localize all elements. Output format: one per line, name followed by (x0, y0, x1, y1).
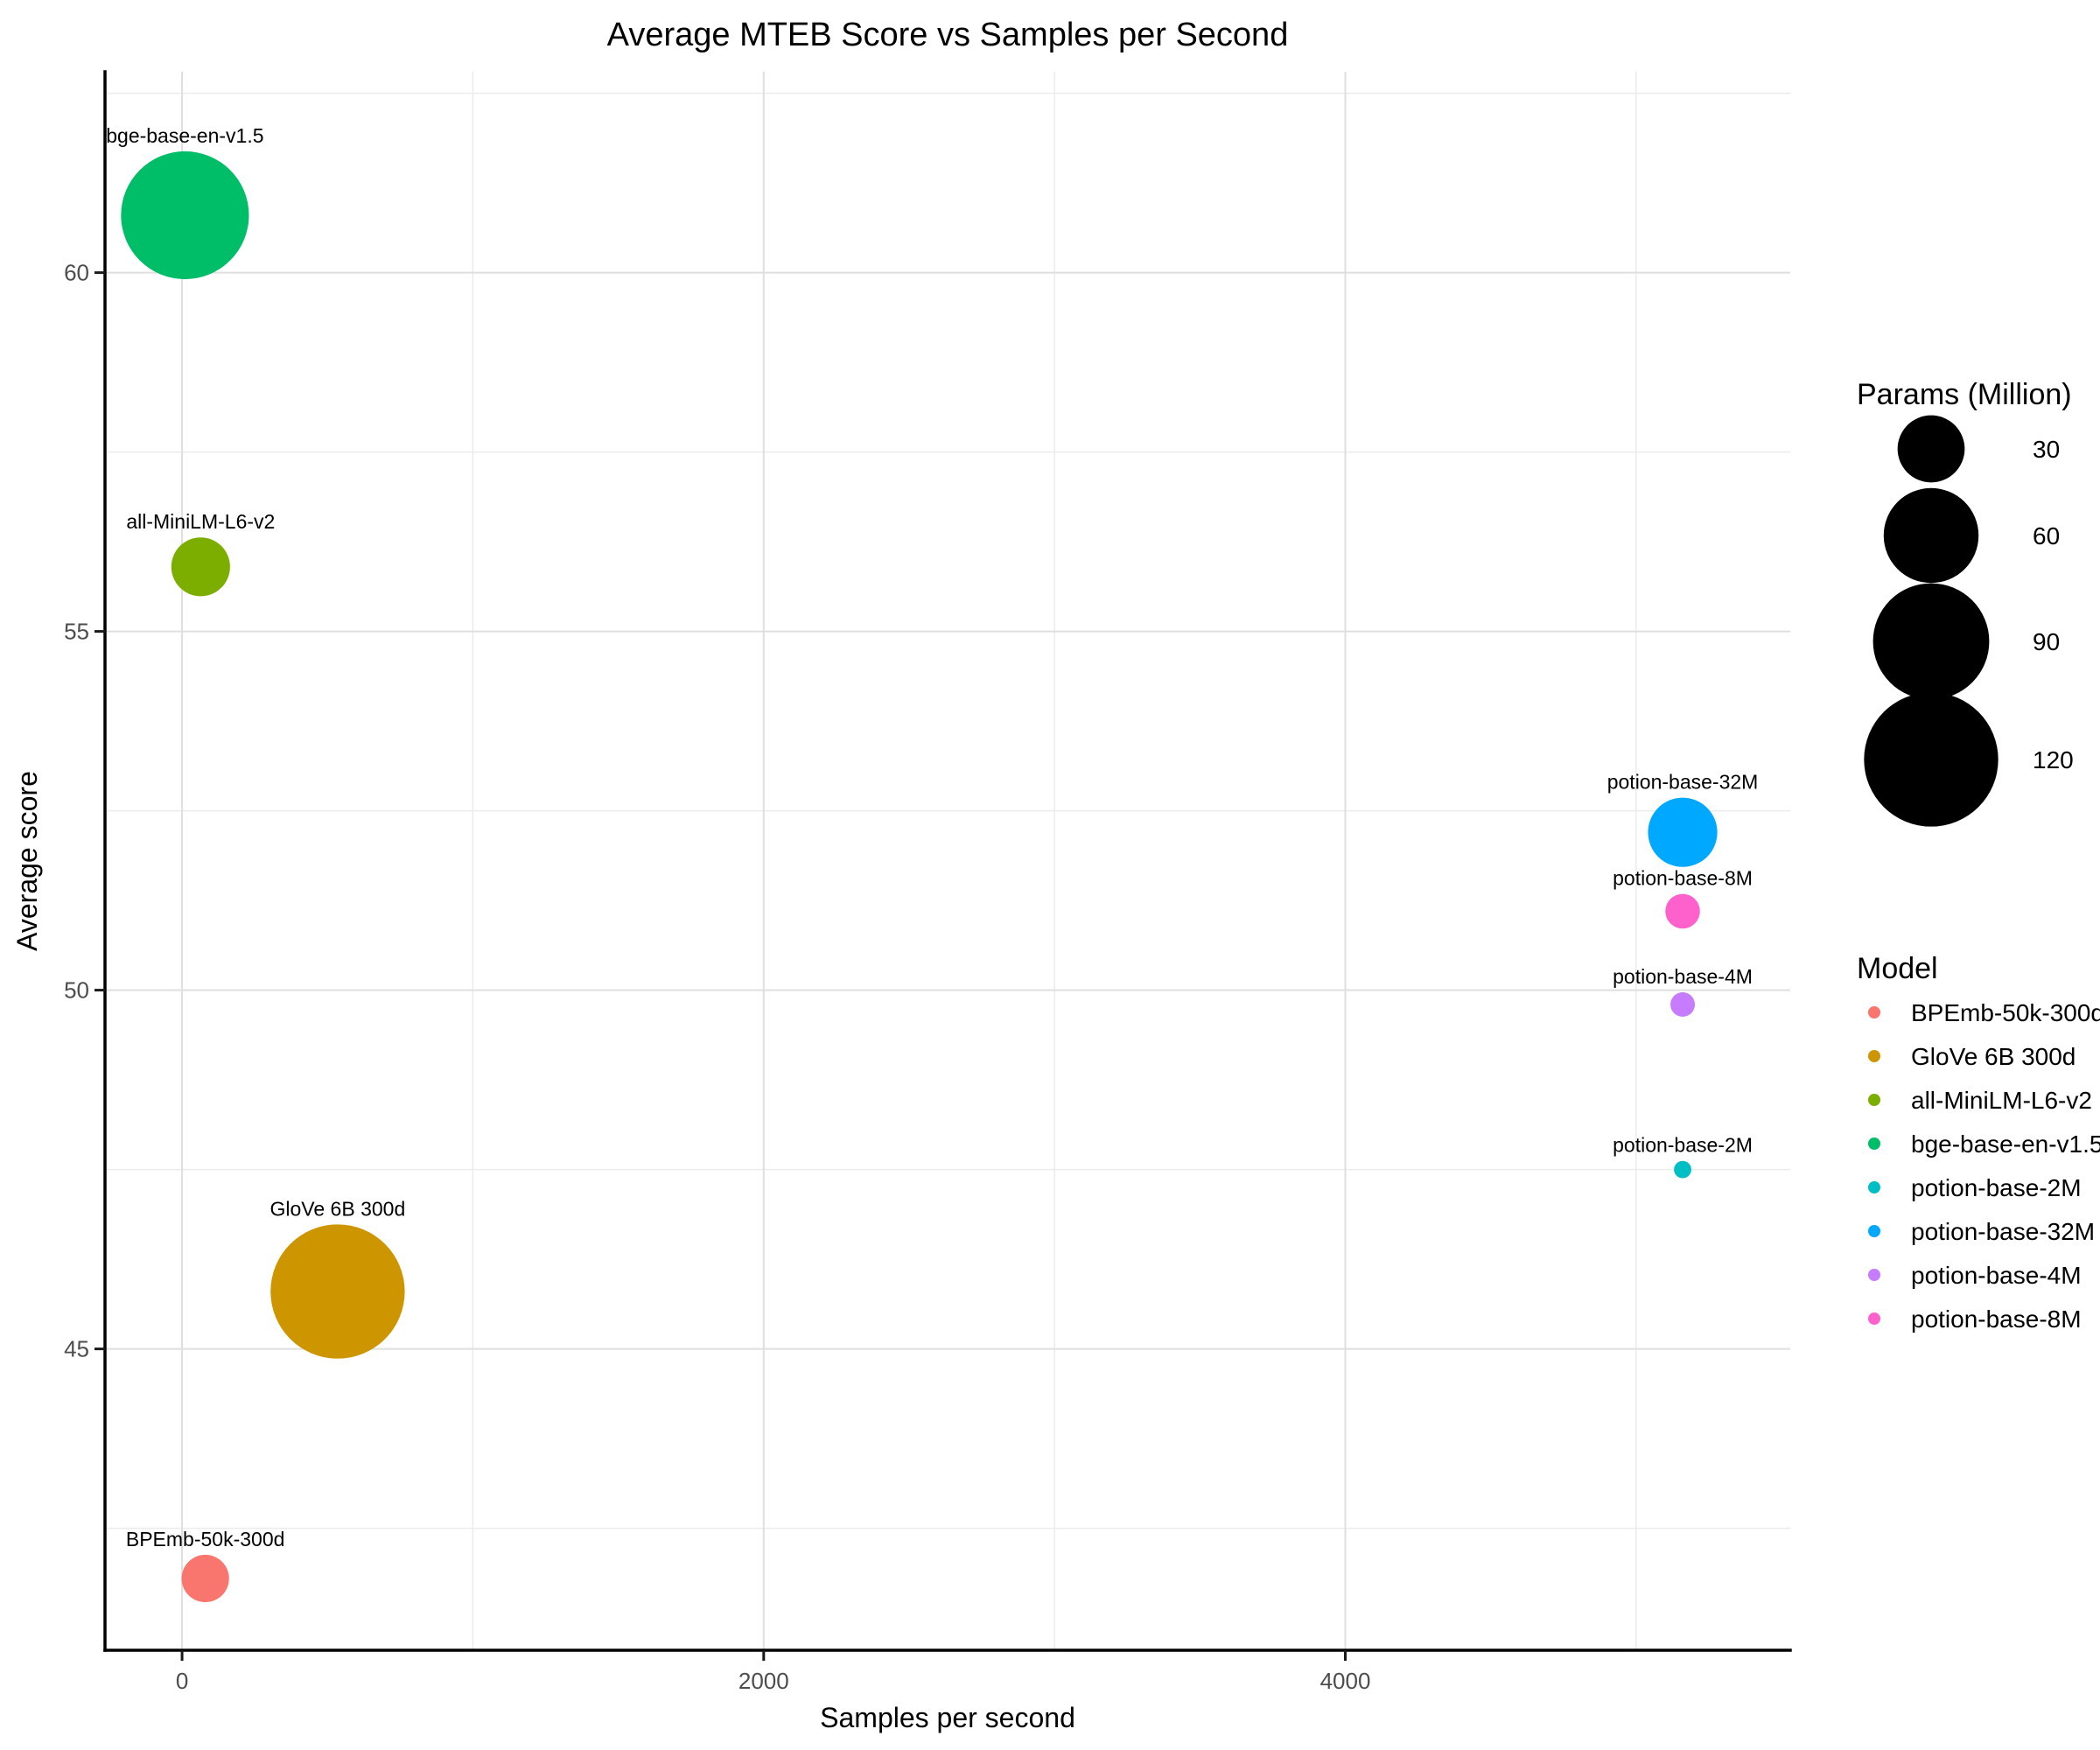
model-legend-swatch-potion-base-8m (1868, 1312, 1880, 1325)
y-tick-label-55: 55 (64, 619, 89, 645)
bubble-bpemb-50k-300d (181, 1554, 229, 1603)
x-tick-label-2000: 2000 (738, 1668, 789, 1694)
size-legend-circle-30 (1897, 415, 1965, 483)
size-legend-label-120: 120 (2033, 746, 2074, 774)
model-legend-label-potion-base-32m: potion-base-32M (1911, 1218, 2095, 1245)
model-legend-swatch-potion-base-32m (1868, 1225, 1880, 1237)
x-tick-label-0: 0 (176, 1668, 188, 1694)
axis-ticks: 0 2000 4000 45 50 55 60 (64, 260, 1370, 1694)
bubble-potion-base-4m (1670, 992, 1696, 1017)
model-legend-label-potion-base-8m: potion-base-8M (1911, 1306, 2082, 1333)
bubble-potion-base-2m (1674, 1160, 1691, 1179)
axis-spines (103, 70, 1792, 1652)
y-tick-label-45: 45 (64, 1336, 89, 1362)
size-legend-circle-90 (1872, 583, 1990, 700)
bubble-label-potion-base-2m: potion-base-2M (1613, 1134, 1753, 1157)
size-legend-label-60: 60 (2033, 522, 2060, 550)
model-legend-swatch-all-minilm-l6-v2 (1868, 1094, 1880, 1106)
bubble-label-potion-base-8m: potion-base-8M (1613, 867, 1753, 890)
model-legend-title: Model (1857, 952, 1938, 985)
bubble-label-bpemb-50k-300d: BPEmb-50k-300d (126, 1528, 285, 1550)
x-tick-label-4000: 4000 (1320, 1668, 1371, 1694)
bubble-labels: BPEmb-50k-300d GloVe 6B 300d all-MiniLM-L6… (106, 124, 1758, 1550)
size-legend-label-30: 30 (2033, 436, 2060, 463)
model-legend-swatch-potion-base-4m (1868, 1269, 1880, 1281)
bubble-label-bge-base-en-v1-5: bge-base-en-v1.5 (106, 124, 263, 147)
x-axis-title: Samples per second (820, 1702, 1075, 1733)
y-axis-title: Average score (11, 771, 43, 951)
size-legend-circle-120 (1864, 692, 1998, 827)
bubble-all-minilm-l6-v2 (171, 537, 230, 597)
model-legend: Model BPEmb-50k-300d GloVe 6B 300d all-Min… (1857, 952, 2100, 1333)
major-gridlines (105, 72, 1790, 1650)
model-legend-swatch-bge-base-en-v1-5 (1868, 1138, 1880, 1150)
bubble-label-glove-6b-300d: GloVe 6B 300d (270, 1197, 406, 1220)
minor-gridlines (105, 72, 1790, 1650)
model-legend-swatch-potion-base-2m (1868, 1181, 1880, 1194)
model-legend-label-potion-base-2m: potion-base-2M (1911, 1174, 2082, 1201)
model-legend-label-potion-base-4m: potion-base-4M (1911, 1262, 2082, 1289)
chart-title: Average MTEB Score vs Samples per Second (607, 17, 1289, 53)
model-legend-label-all-minilm-l6-v2: all-MiniLM-L6-v2 (1911, 1087, 2092, 1114)
data-bubbles (121, 150, 1718, 1603)
bubble-glove-6b-300d (270, 1224, 405, 1359)
model-legend-swatch-glove-6b-300d (1868, 1050, 1880, 1062)
size-legend-label-90: 90 (2033, 628, 2060, 655)
bubble-label-all-minilm-l6-v2: all-MiniLM-L6-v2 (126, 510, 275, 533)
size-legend-title: Params (Million) (1857, 378, 2072, 411)
model-legend-label-bpemb-50k-300d: BPEmb-50k-300d (1911, 999, 2100, 1026)
y-tick-label-50: 50 (64, 977, 89, 1004)
size-legend-circle-60 (1883, 487, 1979, 584)
bubble-label-potion-base-4m: potion-base-4M (1613, 965, 1753, 988)
bubble-potion-base-32m (1648, 797, 1718, 867)
model-legend-label-glove-6b-300d: GloVe 6B 300d (1911, 1043, 2076, 1070)
y-tick-label-60: 60 (64, 260, 89, 286)
size-legend: Params (Million) 30 60 90 120 (1857, 378, 2074, 827)
model-legend-swatch-bpemb-50k-300d (1868, 1006, 1880, 1018)
bubble-label-potion-base-32m: potion-base-32M (1607, 771, 1759, 794)
model-legend-label-bge-base-en-v1-5: bge-base-en-v1.5 (1911, 1130, 2100, 1158)
bubble-bge-base-en-v1-5 (121, 150, 249, 280)
bubble-potion-base-8m (1665, 893, 1700, 929)
